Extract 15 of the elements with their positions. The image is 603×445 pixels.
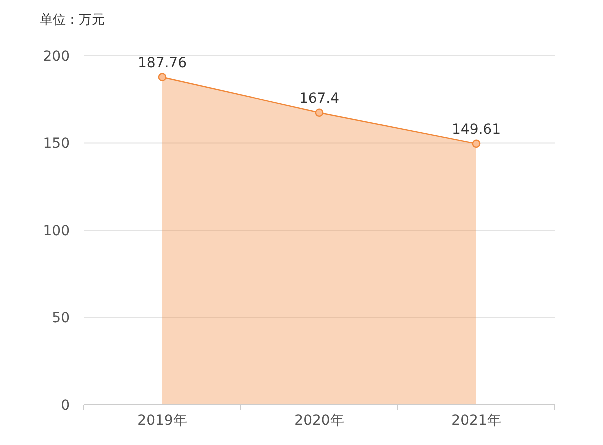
point [315, 108, 324, 118]
y-tick-label: 150 [43, 136, 70, 152]
point [472, 140, 481, 148]
x-tick-label: 2020年 [294, 413, 344, 429]
data-label: 149.61 [452, 122, 501, 138]
chart-title: 单位：万元 [40, 13, 105, 28]
y-tick-label: 100 [43, 223, 70, 240]
y-tick-label: 0 [61, 398, 70, 414]
y-tick-label: 50 [52, 310, 70, 327]
point [158, 73, 167, 82]
data-label: 167.4 [299, 90, 340, 107]
y-tick-label: 200 [43, 48, 70, 65]
x-tick-label: 2019年 [138, 413, 188, 429]
x-tick-label: 2021年 [452, 413, 502, 429]
data-label: 187.76 [138, 55, 188, 72]
